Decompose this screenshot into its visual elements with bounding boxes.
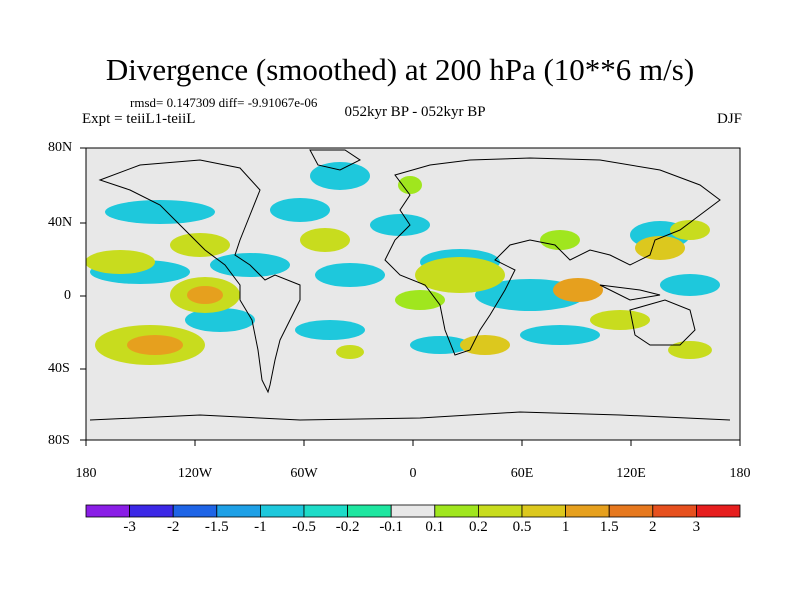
lon-tick-label: 180 bbox=[729, 466, 751, 481]
lat-tick-label: 40S bbox=[48, 361, 70, 376]
colorbar-label: -1 bbox=[254, 519, 267, 535]
colorbar-label: 0.2 bbox=[469, 519, 488, 535]
colorbar-swatch bbox=[608, 504, 654, 518]
colorbar-swatch bbox=[259, 504, 305, 518]
colorbar-swatch bbox=[129, 504, 174, 518]
colorbar-swatch bbox=[85, 504, 130, 518]
colorbar-label: 0.1 bbox=[425, 519, 445, 535]
lat-tick-label: 80S bbox=[48, 433, 70, 448]
lat-tick-label: 40N bbox=[48, 215, 73, 230]
lat-tick-label: 80N bbox=[48, 140, 73, 155]
colorbar-swatch bbox=[390, 504, 436, 518]
tick-marks bbox=[80, 147, 741, 446]
lat-tick-label: 0 bbox=[64, 288, 71, 303]
period-label: 052kyr BP - 052kyr BP bbox=[344, 104, 486, 120]
colorbar-label: 1.5 bbox=[599, 519, 619, 535]
lon-tick-label: 60E bbox=[510, 466, 534, 481]
plot-title: Divergence (smoothed) at 200 hPa (10**6 … bbox=[105, 52, 695, 87]
colorbar-label: 3 bbox=[692, 519, 701, 535]
colorbar-swatch bbox=[521, 504, 566, 518]
colorbar-swatch bbox=[652, 504, 697, 518]
lon-tick-label: 120W bbox=[177, 466, 213, 481]
colorbar-label: -0.5 bbox=[292, 519, 316, 535]
colorbar-swatch bbox=[565, 504, 610, 518]
coastlines bbox=[89, 149, 731, 421]
lon-tick-label: 120E bbox=[616, 466, 646, 481]
colorbar-label: 1 bbox=[561, 519, 570, 535]
colorbar-label: -2 bbox=[166, 519, 180, 535]
colorbar-swatch bbox=[347, 504, 392, 518]
colorbar-swatch bbox=[434, 504, 479, 518]
positive-anomalies bbox=[86, 220, 712, 365]
colorbar-swatch bbox=[172, 504, 218, 518]
stats-line: rmsd= 0.147309 diff= -9.91067e-06 bbox=[130, 95, 318, 110]
experiment-label: Expt = teiiL1-teiiL bbox=[82, 111, 196, 127]
colorbar-swatch bbox=[477, 504, 523, 518]
colorbar-swatch bbox=[303, 504, 348, 518]
colorbar-label: -0.1 bbox=[379, 519, 404, 535]
lon-tick-label: 180 bbox=[75, 466, 97, 481]
lon-tick-label: 60W bbox=[290, 466, 318, 481]
colorbar-label: -3 bbox=[123, 519, 136, 535]
colorbar-label: -1.5 bbox=[204, 519, 229, 535]
colorbar-swatch bbox=[696, 504, 741, 518]
colorbar-label: 2 bbox=[649, 519, 657, 535]
lon-tick-label: 0 bbox=[409, 466, 417, 481]
divergence-field bbox=[86, 149, 731, 421]
colorbar-label: -0.2 bbox=[335, 519, 360, 535]
colorbar-label: 0.5 bbox=[512, 519, 532, 535]
colorbar-swatch bbox=[216, 504, 261, 518]
season-label: DJF bbox=[716, 111, 742, 127]
